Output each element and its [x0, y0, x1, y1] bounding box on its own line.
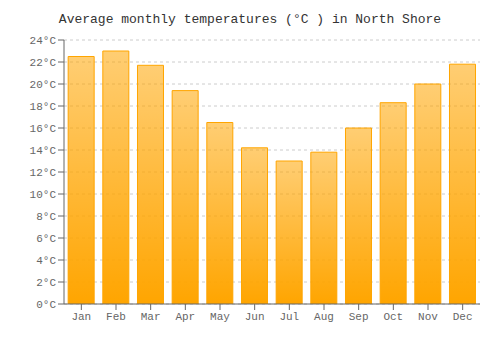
svg-text:16°C: 16°C: [30, 123, 57, 135]
svg-text:Oct: Oct: [383, 311, 403, 323]
svg-text:12°C: 12°C: [30, 167, 57, 179]
svg-text:8°C: 8°C: [36, 211, 56, 223]
svg-text:Nov: Nov: [418, 311, 438, 323]
svg-text:22°C: 22°C: [30, 57, 57, 69]
svg-text:May: May: [210, 311, 230, 323]
svg-text:Sep: Sep: [349, 311, 369, 323]
svg-text:10°C: 10°C: [30, 189, 57, 201]
svg-text:4°C: 4°C: [36, 255, 56, 267]
svg-text:18°C: 18°C: [30, 101, 57, 113]
svg-text:Jul: Jul: [279, 311, 299, 323]
svg-text:2°C: 2°C: [36, 277, 56, 289]
svg-text:Aug: Aug: [314, 311, 334, 323]
svg-text:Jun: Jun: [245, 311, 265, 323]
svg-text:Feb: Feb: [106, 311, 126, 323]
svg-text:0°C: 0°C: [36, 299, 56, 311]
svg-text:Dec: Dec: [453, 311, 473, 323]
svg-text:24°C: 24°C: [30, 35, 57, 47]
svg-text:20°C: 20°C: [30, 79, 57, 91]
svg-text:6°C: 6°C: [36, 233, 56, 245]
svg-text:14°C: 14°C: [30, 145, 57, 157]
svg-text:Apr: Apr: [175, 311, 195, 323]
html-text:Average monthly temperatures (: Average monthly temperatures (°C ) in No…: [58, 12, 442, 27]
svg-text:Mar: Mar: [141, 311, 161, 323]
svg-text:Jan: Jan: [71, 311, 91, 323]
